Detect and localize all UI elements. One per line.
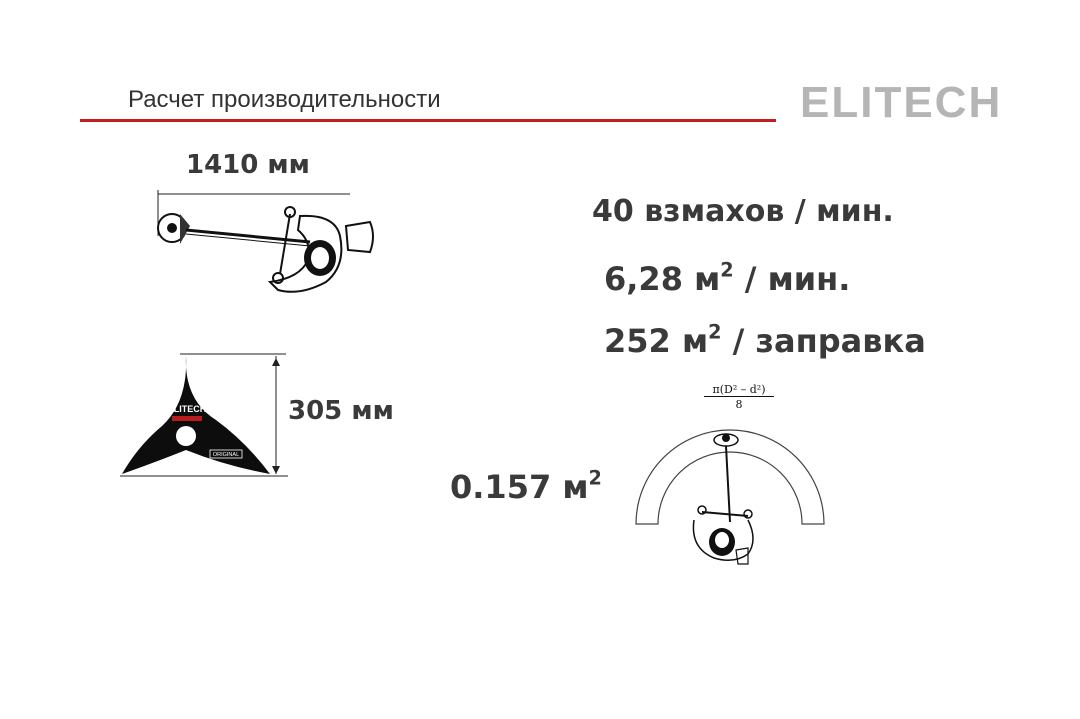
blade-height-label: 305 мм <box>288 396 394 426</box>
area-per-minute-value: 6,28 м <box>604 260 721 298</box>
trimmer-operator-illustration <box>157 190 374 293</box>
area-per-tank-unit: / заправка <box>721 322 926 360</box>
area-formula: π(D² – d²) 8 <box>704 383 774 411</box>
formula-numerator: π(D² – d²) <box>704 383 774 397</box>
swings-per-minute: 40 взмахов / мин. <box>592 194 894 229</box>
area-per-tank-value: 252 м <box>604 322 709 360</box>
blade-badge-text: ORIGINAL <box>213 452 239 458</box>
title-underline <box>80 119 776 122</box>
area-per-tank: 252 м2 / заправка <box>604 322 926 360</box>
area-per-minute-unit: / мин. <box>733 260 851 298</box>
page-title: Расчет производительности <box>128 86 441 113</box>
brand-logo: ELITECH <box>800 78 1003 127</box>
swing-arc-illustration <box>635 429 825 565</box>
swath-area-exponent: 2 <box>588 466 602 490</box>
swath-area: 0.157 м2 <box>450 468 602 506</box>
blade-brand-text: ELITECH <box>168 404 207 414</box>
blade-illustration: ELITECH ORIGINAL <box>120 353 288 477</box>
area-per-minute-exponent: 2 <box>720 258 734 282</box>
trimmer-width-label: 1410 мм <box>186 150 310 180</box>
area-per-tank-exponent: 2 <box>708 320 722 344</box>
swath-area-value: 0.157 м <box>450 468 589 506</box>
area-per-minute: 6,28 м2 / мин. <box>604 260 850 298</box>
formula-denominator: 8 <box>735 398 743 411</box>
